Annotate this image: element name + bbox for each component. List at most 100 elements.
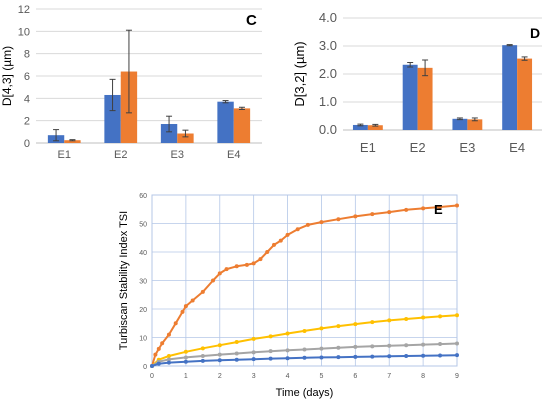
- panel-letter: D: [530, 25, 540, 41]
- data-point: [370, 320, 375, 325]
- x-tick-label: 2: [218, 373, 222, 380]
- data-point: [353, 214, 358, 219]
- data-point: [404, 343, 409, 348]
- data-point: [285, 232, 290, 237]
- data-point: [183, 304, 188, 309]
- data-point: [156, 346, 161, 351]
- y-tick-label: 2.0: [319, 66, 337, 81]
- data-point: [353, 354, 358, 359]
- y-tick-label: 30: [139, 279, 147, 286]
- x-tick-label: E3: [459, 140, 475, 155]
- data-point: [336, 217, 341, 222]
- x-tick-label: 6: [353, 373, 357, 380]
- x-tick-label: 7: [387, 373, 391, 380]
- data-point: [160, 341, 165, 346]
- y-tick-label: 12: [18, 4, 30, 16]
- data-point: [387, 318, 392, 323]
- bar: [452, 118, 468, 130]
- series-line: [151, 342, 458, 367]
- y-tick-label: 50: [139, 222, 147, 229]
- data-point: [295, 227, 300, 232]
- y-tick-label: 8: [24, 49, 30, 61]
- data-point: [455, 341, 459, 346]
- x-tick-label: 4: [286, 373, 290, 380]
- series-line: [151, 354, 458, 367]
- data-point: [150, 364, 154, 368]
- data-point: [183, 349, 188, 354]
- data-point: [217, 343, 222, 348]
- x-tick-label: E1: [58, 149, 71, 161]
- data-point: [166, 332, 171, 337]
- y-tick-label: 0.0: [319, 122, 337, 137]
- data-point: [387, 354, 392, 359]
- data-point: [234, 340, 239, 345]
- data-point: [404, 354, 409, 359]
- x-tick-label: 9: [455, 373, 459, 380]
- bar: [417, 67, 433, 130]
- data-point: [278, 238, 283, 243]
- data-point: [173, 321, 178, 326]
- y-axis-label: D[3,2] (µm): [292, 41, 307, 106]
- data-point: [183, 355, 188, 360]
- data-point: [336, 345, 341, 350]
- data-point: [319, 355, 324, 360]
- y-tick-label: 0: [143, 364, 147, 371]
- y-tick-label: 40: [139, 250, 147, 257]
- x-tick-label: 5: [319, 373, 323, 380]
- data-point: [455, 353, 459, 358]
- data-point: [404, 207, 409, 212]
- data-point: [438, 204, 443, 209]
- bar: [160, 124, 178, 143]
- data-point: [421, 342, 426, 347]
- bar: [104, 94, 121, 143]
- data-point: [200, 358, 205, 363]
- bar: [402, 64, 418, 130]
- data-point: [244, 262, 249, 267]
- data-point: [268, 349, 273, 354]
- data-point: [156, 361, 161, 366]
- data-point: [455, 313, 459, 318]
- data-point: [438, 314, 443, 319]
- y-tick-label: 60: [139, 193, 147, 200]
- x-tick-label: E2: [410, 140, 426, 155]
- data-point: [438, 353, 443, 358]
- data-point: [224, 267, 229, 272]
- panel-letter: E: [434, 202, 443, 217]
- data-point: [319, 346, 324, 351]
- series-line: [151, 204, 458, 367]
- data-point: [305, 222, 310, 227]
- y-tick-label: 10: [139, 336, 147, 343]
- y-tick-label: 1.0: [319, 94, 337, 109]
- data-point: [190, 298, 195, 303]
- data-point: [387, 343, 392, 348]
- bar: [64, 140, 81, 143]
- y-tick-label: 2: [24, 116, 30, 128]
- x-tick-label: E3: [171, 149, 184, 161]
- data-point: [336, 324, 341, 329]
- data-point: [421, 353, 426, 358]
- data-point: [285, 356, 290, 361]
- data-point: [153, 352, 158, 357]
- data-point: [353, 322, 358, 327]
- data-point: [285, 348, 290, 353]
- x-tick-label: 8: [421, 373, 425, 380]
- data-point: [370, 354, 375, 359]
- x-tick-label: 1: [184, 373, 188, 380]
- x-tick-label: E4: [509, 140, 525, 155]
- data-point: [404, 316, 409, 321]
- data-point: [180, 309, 185, 314]
- bar: [233, 108, 251, 143]
- bar: [177, 133, 194, 143]
- data-point: [370, 212, 375, 217]
- data-point: [387, 210, 392, 215]
- x-axis-label: Time (days): [276, 387, 334, 399]
- data-point: [200, 289, 205, 294]
- y-tick-label: 20: [139, 307, 147, 314]
- data-point: [234, 357, 239, 362]
- data-point: [421, 315, 426, 320]
- bar: [467, 119, 483, 130]
- data-point: [370, 344, 375, 349]
- data-point: [217, 358, 222, 363]
- chart-panel-c: 0 2 4 6 8 10 12 E1 E2 E3 E4 D[4,3] (µm) C: [0, 4, 262, 161]
- x-tick-label: 3: [252, 373, 256, 380]
